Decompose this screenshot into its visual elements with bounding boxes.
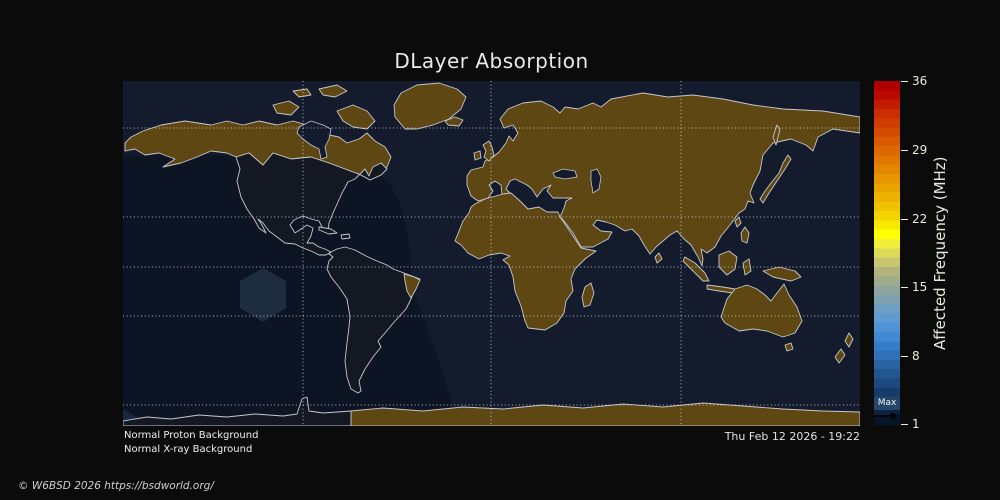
island-philippines [740, 226, 750, 244]
colorbar-axis-label: Affected Frequency (MHz) [931, 156, 949, 351]
max-frequency-marker: Max [874, 397, 900, 420]
colorbar-tick-mark [901, 424, 908, 425]
continent-africa [454, 192, 597, 331]
island-greenland [393, 82, 467, 130]
colorbar-tick-mark [901, 356, 908, 357]
region-antarctica-east [350, 402, 860, 426]
colorbar-tick-mark [901, 219, 908, 220]
colorbar-tick-label: 22 [912, 212, 928, 226]
island-victoria [272, 100, 300, 116]
island-new-zealand-south [834, 348, 846, 364]
region-antarctica-west [123, 396, 352, 426]
caspian-sea [590, 168, 602, 194]
island-sri-lanka [654, 252, 663, 264]
colorbar-tick-label: 36 [912, 74, 928, 88]
island-sumatra [682, 256, 710, 282]
world-absorption-map [123, 81, 860, 426]
colorbar-tick-mark [901, 150, 908, 151]
island-sakhalin [772, 124, 781, 146]
island-tasmania [784, 342, 794, 352]
island-cuba [318, 226, 338, 235]
black-sea [552, 168, 578, 180]
island-hispaniola [340, 233, 351, 240]
graticule [123, 81, 860, 426]
colorbar-ticks: 36 29 22 15 8 1 [874, 74, 934, 431]
copyright-notice: © W6BSD 2026 https://bsdworld.org/ [18, 480, 214, 492]
island-taiwan [734, 216, 742, 228]
colorbar-tick-label: 15 [912, 280, 928, 294]
timestamp: Thu Feb 12 2026 - 19:22 [724, 430, 860, 443]
max-marker-arrow-icon [874, 411, 900, 420]
subsolar-absorption-hotspot [240, 268, 286, 322]
proton-status-text: Normal Proton Background [124, 430, 259, 441]
colorbar-gradient [874, 81, 900, 425]
world-map-svg [123, 81, 860, 426]
colorbar-tick-mark [901, 81, 908, 82]
island-japan [759, 154, 792, 204]
region-north-america-day [235, 152, 388, 256]
island-iceland [444, 116, 464, 127]
island-ellesmere [318, 84, 348, 98]
xray-status-text: Normal X-ray Background [124, 444, 253, 455]
brazil-night-sliver [403, 273, 421, 299]
background-status: Normal Proton Background Normal X-ray Ba… [124, 429, 258, 457]
max-marker-label: Max [874, 397, 900, 410]
page-title: DLayer Absorption [394, 49, 589, 73]
island-madagascar [581, 282, 595, 308]
island-borneo [718, 250, 738, 276]
colorbar-tick-label: 1 [912, 417, 920, 431]
arctic-islet [292, 88, 312, 98]
continent-south-america [326, 246, 421, 394]
colorbar-tick-label: 8 [912, 349, 920, 363]
island-ireland [473, 150, 482, 161]
island-baffin [336, 104, 376, 130]
continent-australia [720, 283, 803, 338]
colorbar-tick-label: 29 [912, 143, 928, 157]
colorbar-tick-mark [901, 287, 908, 288]
island-sulawesi [742, 258, 752, 276]
island-new-zealand-north [844, 332, 854, 348]
continent-eurasia [466, 92, 860, 267]
